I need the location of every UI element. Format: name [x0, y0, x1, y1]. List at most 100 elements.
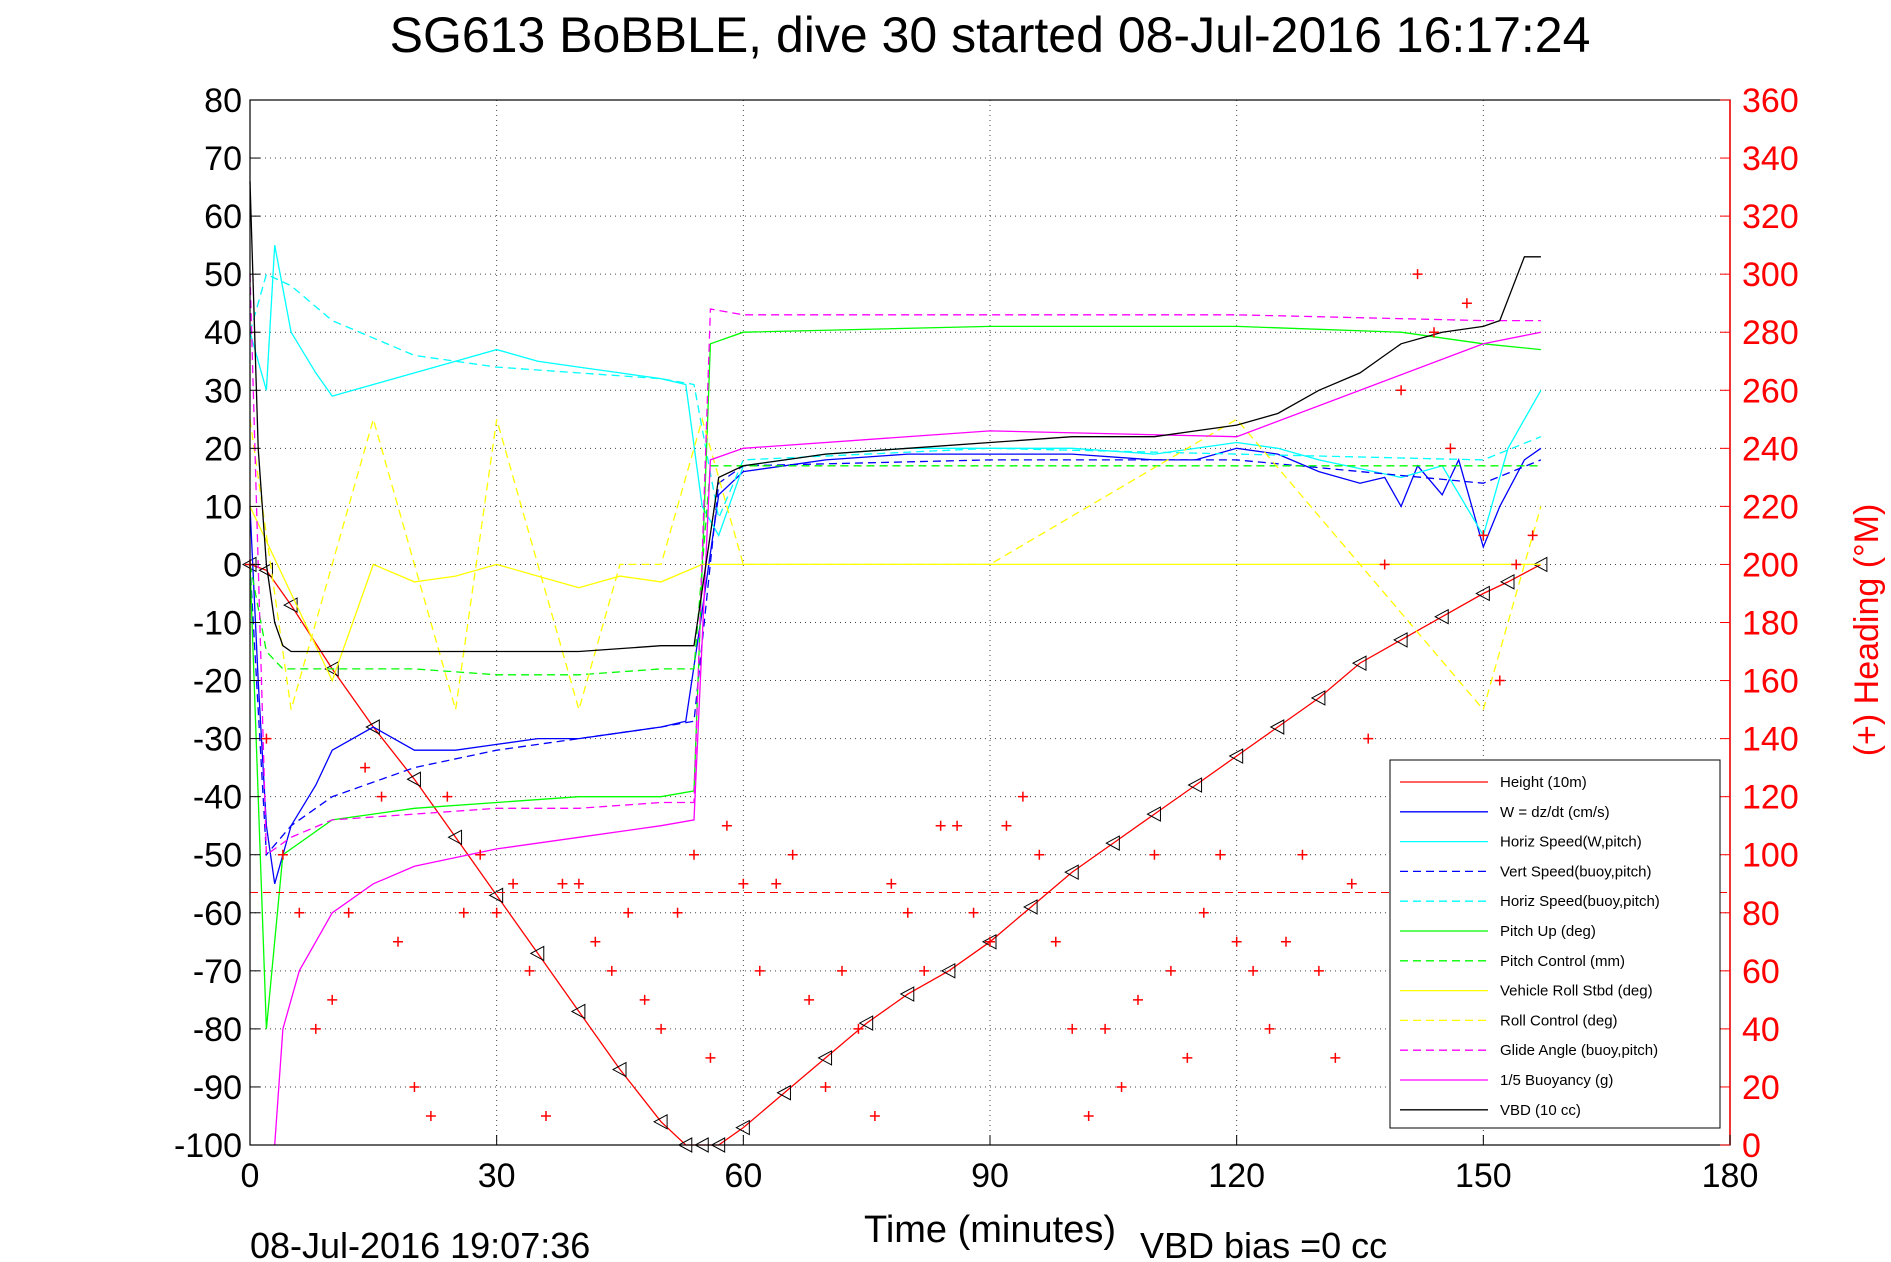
height-point [1393, 632, 1408, 648]
heading-point [1231, 936, 1242, 947]
series-line [249, 181, 1541, 653]
series-line [249, 447, 1542, 884]
heading-point [409, 1081, 420, 1092]
y-tick-label: -100 [174, 1127, 242, 1165]
y-tick-label: -70 [193, 953, 242, 991]
heading-point [1346, 878, 1357, 889]
series-10 [274, 331, 1542, 1146]
height-point [776, 1084, 791, 1101]
heading-point [1067, 1023, 1078, 1034]
heading-point [1017, 791, 1028, 802]
y-tick-label: -90 [193, 1069, 242, 1107]
y-tick-label: -60 [193, 895, 242, 933]
height-point [488, 887, 504, 904]
x-tick-label: 150 [1455, 1157, 1512, 1195]
series-12 [245, 269, 1538, 1121]
y2-tick-label: 360 [1742, 82, 1799, 120]
heading-point [1264, 1023, 1275, 1034]
series-9 [249, 274, 1541, 856]
x-axis-label: Time (minutes) [864, 1209, 1116, 1251]
plot-area [241, 181, 1730, 1153]
y-tick-label: 20 [204, 430, 242, 468]
heading-point [853, 1023, 864, 1034]
series-5 [249, 325, 1541, 1029]
heading-point [491, 907, 502, 918]
height-point [817, 1050, 833, 1066]
legend-label: Roll Control (deg) [1500, 1012, 1618, 1029]
heading-point [1116, 1081, 1127, 1092]
y2-tick-label: 140 [1742, 721, 1799, 759]
heading-point [1494, 675, 1505, 686]
height-point [406, 771, 421, 788]
legend-label: 1/5 Buoyancy (g) [1500, 1072, 1613, 1089]
series-8 [249, 416, 1542, 712]
y2-tick-label: 320 [1742, 198, 1799, 236]
y-tick-label: 40 [204, 314, 242, 352]
heading-point [1001, 820, 1012, 831]
heading-point [902, 907, 913, 918]
y2-tick-label: 200 [1742, 546, 1799, 584]
legend-label: Vert Speed(buoy,pitch) [1500, 863, 1651, 880]
heading-point [787, 849, 798, 860]
series-11 [249, 181, 1541, 653]
series-line [249, 244, 1542, 538]
legend-label: Horiz Speed(W,pitch) [1500, 834, 1642, 851]
y2-tick-label: 80 [1742, 895, 1780, 933]
footer-timestamp: 08-Jul-2016 19:07:36 [250, 1225, 590, 1262]
chart-title: SG613 BoBBLE, dive 30 started 08-Jul-201… [390, 7, 1591, 63]
heading-point [393, 936, 403, 947]
heading-point [771, 878, 782, 889]
y2-tick-label: 300 [1742, 256, 1799, 294]
height-point [653, 1113, 668, 1130]
y-tick-label: -20 [193, 663, 242, 701]
heading-point [1198, 907, 1209, 918]
height-point [1310, 690, 1326, 706]
legend: Height (10m) W = dz/dt (cm/s) Horiz Speed(… [1389, 759, 1721, 1129]
heading-point [985, 936, 995, 947]
series-0 [241, 556, 1548, 1153]
y2-tick-label: 120 [1742, 779, 1799, 817]
series-2 [249, 244, 1542, 538]
y-tick-label: 70 [204, 140, 242, 178]
height-point [899, 986, 915, 1002]
series-line [249, 506, 1541, 683]
legend-label: Height (10m) [1500, 774, 1587, 791]
heading-point [360, 762, 371, 773]
x-tick-label: 30 [478, 1157, 516, 1195]
heading-point [754, 965, 765, 976]
y-tick-label: -40 [193, 779, 242, 817]
y2-tick-label: 160 [1742, 663, 1799, 701]
heading-point [508, 878, 519, 889]
height-point [1228, 748, 1244, 764]
footer-vbd-bias: VBD bias =0 cc [1140, 1225, 1387, 1262]
y-tick-label: 0 [223, 546, 242, 584]
heading-point [656, 1023, 667, 1034]
y-tick-label: -50 [193, 837, 242, 875]
heading-point [935, 820, 946, 831]
heading-point [919, 965, 930, 976]
legend-label: Pitch Control (mm) [1500, 953, 1625, 970]
series-7 [249, 506, 1541, 683]
heading-point [1182, 1052, 1193, 1063]
series-3 [249, 459, 1542, 857]
heading-point [721, 820, 732, 831]
heading-point [1281, 936, 1291, 947]
y-tick-label: 50 [204, 256, 242, 294]
legend-label: Glide Angle (buoy,pitch) [1500, 1042, 1658, 1059]
legend-box [1389, 759, 1721, 1129]
height-point [447, 829, 463, 846]
y2-tick-label: 40 [1742, 1011, 1780, 1049]
height-point [1351, 655, 1367, 671]
heading-point [869, 1110, 880, 1121]
height-point [1064, 864, 1079, 880]
y2-tick-label: 20 [1742, 1069, 1780, 1107]
heading-point [1396, 385, 1407, 396]
heading-point [672, 907, 683, 918]
height-point [1434, 608, 1449, 625]
legend-label: VBD (10 cc) [1500, 1102, 1581, 1119]
series-line [249, 273, 1542, 521]
heading-point [1478, 530, 1489, 541]
y2-tick-label: 280 [1742, 314, 1799, 352]
series-line [274, 331, 1542, 1146]
